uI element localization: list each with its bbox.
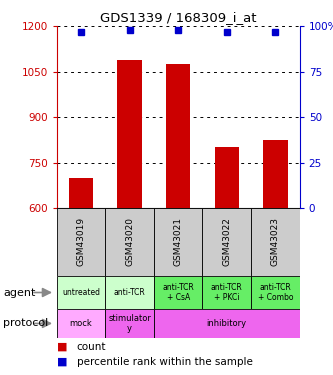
Bar bbox=[105, 309, 154, 338]
Text: ■: ■ bbox=[57, 342, 67, 352]
Text: anti-TCR
+ Combo: anti-TCR + Combo bbox=[258, 283, 293, 302]
Bar bbox=[202, 276, 251, 309]
Text: percentile rank within the sample: percentile rank within the sample bbox=[77, 357, 252, 367]
Text: GSM43020: GSM43020 bbox=[125, 217, 134, 266]
Bar bbox=[69, 178, 93, 375]
Text: stimulator
y: stimulator y bbox=[108, 314, 151, 333]
Text: mock: mock bbox=[70, 319, 92, 328]
Text: anti-TCR
+ PKCi: anti-TCR + PKCi bbox=[211, 283, 243, 302]
Bar bbox=[105, 208, 154, 276]
Bar bbox=[154, 276, 202, 309]
Text: GSM43023: GSM43023 bbox=[271, 217, 280, 266]
Text: GSM43022: GSM43022 bbox=[222, 217, 231, 266]
Bar bbox=[202, 208, 251, 276]
Text: anti-TCR: anti-TCR bbox=[114, 288, 146, 297]
Text: GSM43019: GSM43019 bbox=[76, 217, 86, 266]
Bar bbox=[57, 208, 105, 276]
Text: protocol: protocol bbox=[3, 318, 49, 328]
Bar bbox=[263, 140, 287, 375]
Bar bbox=[215, 147, 239, 375]
Bar bbox=[154, 208, 202, 276]
Bar bbox=[57, 309, 105, 338]
Bar bbox=[154, 309, 300, 338]
Bar bbox=[251, 208, 300, 276]
Text: agent: agent bbox=[3, 288, 36, 297]
Text: anti-TCR
+ CsA: anti-TCR + CsA bbox=[162, 283, 194, 302]
Bar bbox=[105, 276, 154, 309]
Text: GSM43021: GSM43021 bbox=[173, 217, 183, 266]
Text: inhibitory: inhibitory bbox=[207, 319, 247, 328]
Bar bbox=[57, 276, 105, 309]
Title: GDS1339 / 168309_i_at: GDS1339 / 168309_i_at bbox=[100, 11, 256, 24]
Text: untreated: untreated bbox=[62, 288, 100, 297]
Bar bbox=[166, 64, 190, 375]
Text: ■: ■ bbox=[57, 357, 67, 367]
Bar bbox=[118, 60, 142, 375]
Text: count: count bbox=[77, 342, 106, 352]
Bar bbox=[251, 276, 300, 309]
